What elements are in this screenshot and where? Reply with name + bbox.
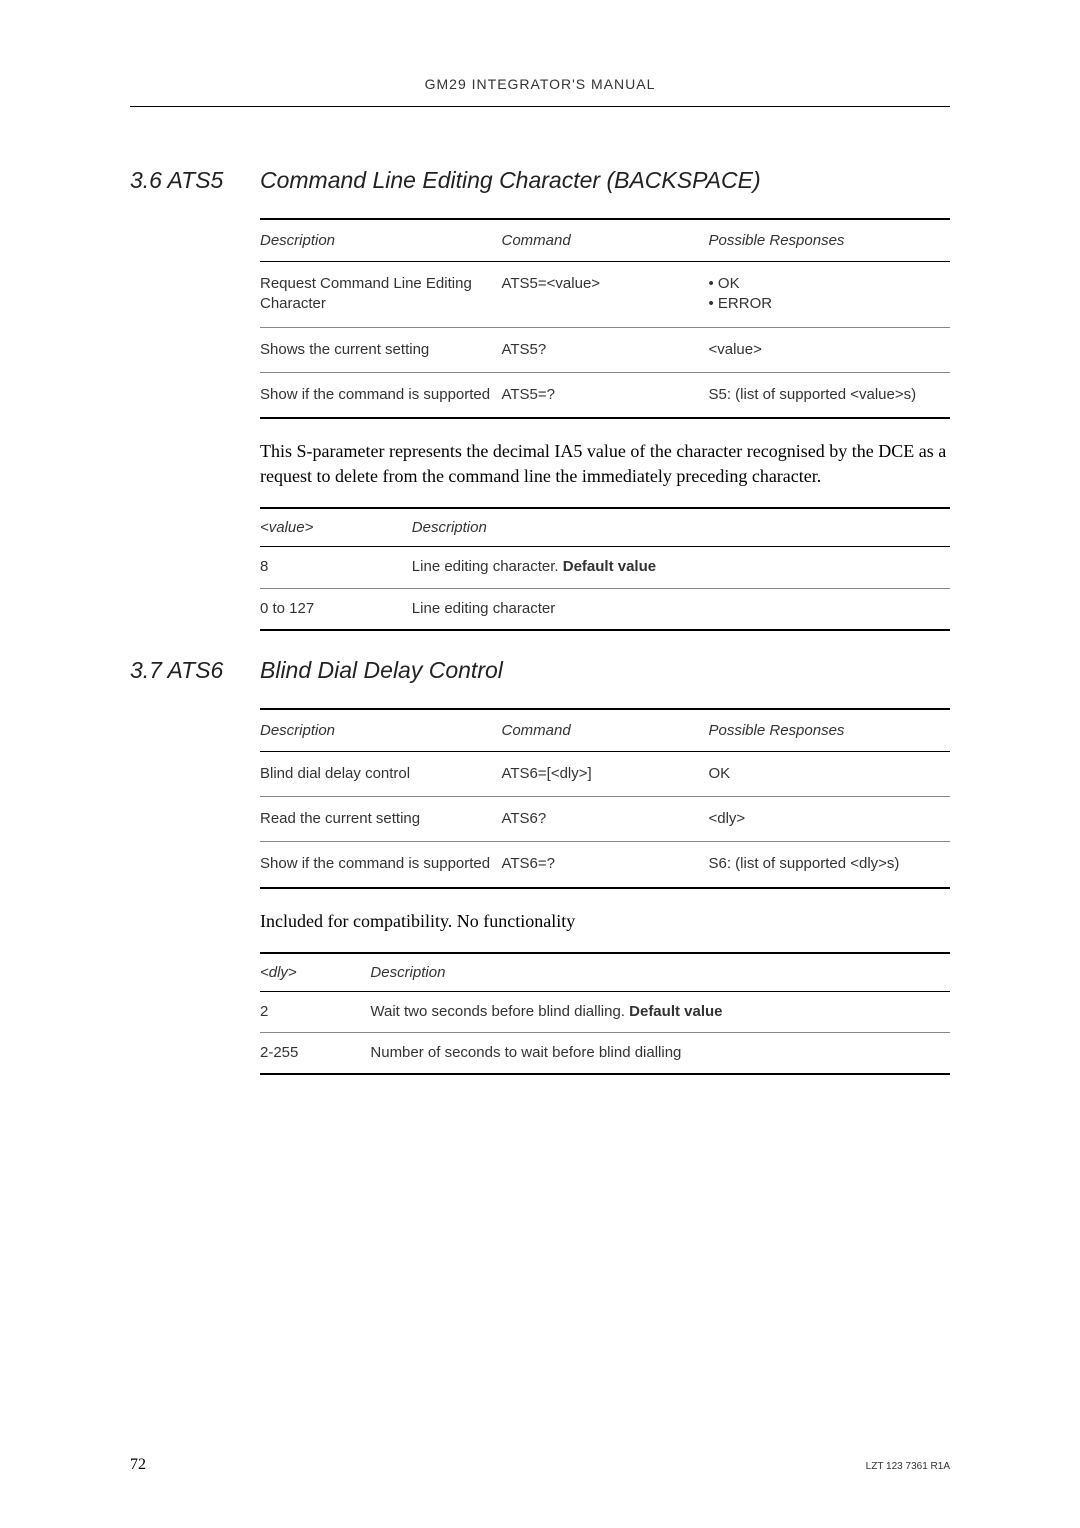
cell-desc: Read the current setting [260,797,502,842]
value-table: <dly> Description 2 Wait two seconds bef… [260,952,950,1076]
cell-cmd: ATS5=<value> [502,262,709,328]
table-row: Show if the command is supported ATS5=? … [260,372,950,418]
table-row: Shows the current setting ATS5? <value> [260,327,950,372]
cell-desc: Line editing character. Default value [412,547,950,588]
section-number: 3.6 ATS5 [130,167,260,194]
th-responses: Possible Responses [709,709,951,752]
cell-resp: OK [709,751,951,796]
desc-text: Line editing character. [412,558,563,575]
resp-line: • ERROR [709,294,943,314]
cell-cmd: ATS6=? [502,842,709,888]
table-row: Blind dial delay control ATS6=[<dly>] OK [260,751,950,796]
table-row: 0 to 127 Line editing character [260,588,950,630]
cell-desc: Show if the command is supported [260,372,502,418]
cell-resp: S5: (list of supported <value>s) [709,372,951,418]
cell-value: 0 to 127 [260,588,412,630]
default-value-label: Default value [629,1003,722,1020]
cell-cmd: ATS5=? [502,372,709,418]
cell-value: 2 [260,991,370,1032]
cell-desc: Show if the command is supported [260,842,502,888]
th-desc: Description [412,508,950,547]
section-content: Description Command Possible Responses B… [260,708,950,1075]
table-row: 8 Line editing character. Default value [260,547,950,588]
cell-cmd: ATS6? [502,797,709,842]
cell-desc: Number of seconds to wait before blind d… [370,1033,950,1075]
th-command: Command [502,219,709,262]
th-command: Command [502,709,709,752]
cell-cmd: ATS6=[<dly>] [502,751,709,796]
cell-desc: Line editing character [412,588,950,630]
cell-value: 8 [260,547,412,588]
cell-resp: S6: (list of supported <dly>s) [709,842,951,888]
section-number: 3.7 ATS6 [130,657,260,684]
section-title: Command Line Editing Character (BACKSPAC… [260,167,761,194]
th-description: Description [260,709,502,752]
command-table: Description Command Possible Responses B… [260,708,950,889]
page-header: GM29 INTEGRATOR'S MANUAL [130,76,950,107]
cell-desc: Blind dial delay control [260,751,502,796]
th-desc: Description [370,953,950,992]
section-heading: 3.7 ATS6 Blind Dial Delay Control [130,657,950,684]
section-heading: 3.6 ATS5 Command Line Editing Character … [130,167,950,194]
resp-line: • OK [709,274,943,294]
body-paragraph: Included for compatibility. No functiona… [260,909,950,934]
cell-resp: <dly> [709,797,951,842]
th-description: Description [260,219,502,262]
value-table: <value> Description 8 Line editing chara… [260,507,950,631]
cell-value: 2-255 [260,1033,370,1075]
page-container: GM29 INTEGRATOR'S MANUAL 3.6 ATS5 Comman… [0,0,1080,1135]
th-dly: <dly> [260,953,370,992]
th-responses: Possible Responses [709,219,951,262]
table-row: Read the current setting ATS6? <dly> [260,797,950,842]
cell-desc: Wait two seconds before blind dialling. … [370,991,950,1032]
table-row: 2-255 Number of seconds to wait before b… [260,1033,950,1075]
cell-cmd: ATS5? [502,327,709,372]
cell-resp: <value> [709,327,951,372]
cell-desc: Shows the current setting [260,327,502,372]
table-row: 2 Wait two seconds before blind dialling… [260,991,950,1032]
section-title: Blind Dial Delay Control [260,657,503,684]
command-table: Description Command Possible Responses R… [260,218,950,419]
page-number: 72 [130,1456,146,1474]
table-row: Request Command Line Editing Character A… [260,262,950,328]
cell-resp: • OK • ERROR [709,262,951,328]
th-value: <value> [260,508,412,547]
section-content: Description Command Possible Responses R… [260,218,950,631]
default-value-label: Default value [563,558,656,575]
body-paragraph: This S-parameter represents the decimal … [260,439,950,489]
table-row: Show if the command is supported ATS6=? … [260,842,950,888]
doc-id: LZT 123 7361 R1A [866,1461,950,1472]
desc-text: Wait two seconds before blind dialling. [370,1003,629,1020]
cell-desc: Request Command Line Editing Character [260,262,502,328]
